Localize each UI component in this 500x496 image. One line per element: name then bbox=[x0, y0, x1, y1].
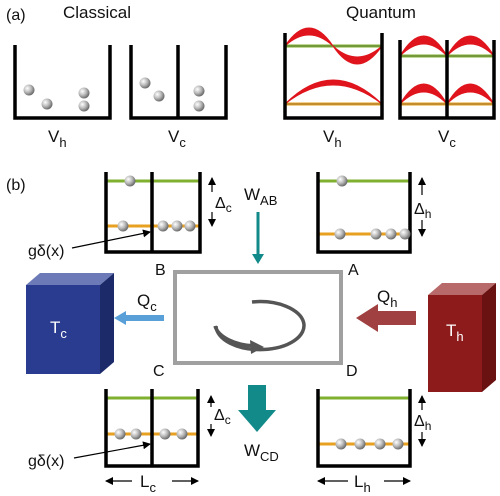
gap-label-top-left: Δc bbox=[215, 195, 232, 215]
gap-label-bottom-right: Δh bbox=[414, 413, 431, 433]
gap-label-bottom-left: Δc bbox=[214, 407, 231, 427]
heat-arrow-hot bbox=[356, 304, 416, 332]
classical-label-cold: Vc bbox=[168, 127, 186, 150]
quantum-box-hot bbox=[283, 27, 384, 120]
work-label-top: WAB bbox=[244, 185, 277, 208]
classical-box-cold bbox=[129, 45, 228, 120]
cold-reservoir-label: Tc bbox=[50, 318, 67, 341]
corner-a-label: A bbox=[348, 262, 359, 279]
classical-box-hot bbox=[13, 45, 112, 120]
heat-label-hot: Qh bbox=[377, 287, 397, 310]
quantum-box-cold bbox=[398, 35, 496, 120]
quantum-label-hot: Vh bbox=[323, 127, 342, 150]
heat-arrow-cold bbox=[114, 311, 164, 325]
classical-title: Classical bbox=[63, 3, 131, 22]
length-indicator-left: Lc bbox=[105, 472, 199, 495]
work-label-bottom: WCD bbox=[244, 441, 279, 464]
barrier-label-bottom: gδ(x) bbox=[28, 453, 64, 470]
panel-a-label: (a) bbox=[6, 7, 26, 24]
classical-particles-hot bbox=[23, 84, 90, 112]
box-state-d bbox=[316, 389, 412, 468]
cold-reservoir bbox=[26, 273, 114, 374]
gap-indicator-bottom-right: Δh bbox=[414, 395, 431, 447]
barrier-pointer-bottom: gδ(x) bbox=[28, 441, 151, 470]
panel-b-label: (b) bbox=[6, 177, 26, 194]
gap-indicator-bottom-left: Δc bbox=[207, 395, 231, 437]
quantum-label-cold: Vc bbox=[438, 127, 456, 150]
length-label-left: Lc bbox=[140, 472, 156, 495]
gap-label-top-right: Δh bbox=[414, 201, 431, 221]
hot-reservoir bbox=[428, 283, 496, 392]
barrier-label-top: gδ(x) bbox=[28, 243, 64, 260]
box-state-a bbox=[316, 172, 412, 254]
work-arrow-bottom bbox=[238, 385, 276, 432]
corner-b-label: B bbox=[155, 262, 166, 279]
corner-c-label: C bbox=[153, 363, 165, 380]
gap-indicator-top-left: Δc bbox=[208, 177, 232, 227]
corner-d-label: D bbox=[346, 363, 358, 380]
length-label-right: Lh bbox=[354, 472, 371, 495]
cycle-direction-icon bbox=[213, 299, 306, 354]
ground-wavefunction bbox=[284, 79, 383, 105]
box-state-c bbox=[104, 389, 200, 468]
classical-label-hot: Vh bbox=[48, 127, 67, 150]
length-indicator-right: Lh bbox=[317, 472, 411, 495]
hot-reservoir-label: Th bbox=[446, 321, 464, 344]
work-arrow-top bbox=[252, 212, 264, 264]
box-state-b bbox=[104, 172, 202, 254]
heat-label-cold: Qc bbox=[137, 291, 157, 314]
classical-particles-cold bbox=[139, 77, 205, 112]
quantum-title: Quantum bbox=[346, 3, 416, 22]
barrier-pointer-top: gδ(x) bbox=[28, 229, 151, 260]
gap-indicator-top-right: Δh bbox=[414, 177, 431, 237]
cycle-rectangle bbox=[173, 270, 343, 365]
